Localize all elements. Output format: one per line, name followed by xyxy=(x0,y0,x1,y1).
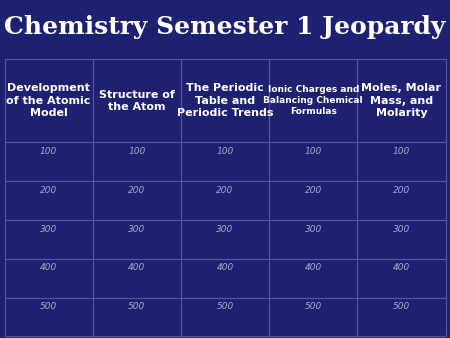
Bar xyxy=(269,297,357,336)
Text: Chemistry Semester 1 Jeopardy: Chemistry Semester 1 Jeopardy xyxy=(4,15,446,39)
Text: 400: 400 xyxy=(305,263,322,272)
Text: 100: 100 xyxy=(40,147,57,156)
Bar xyxy=(357,259,446,297)
Bar xyxy=(93,259,181,297)
Bar xyxy=(181,181,269,220)
Text: 200: 200 xyxy=(393,186,410,195)
Bar xyxy=(181,220,269,259)
Text: Development
of the Atomic
Model: Development of the Atomic Model xyxy=(6,83,91,118)
Text: The Periodic
Table and
Periodic Trends: The Periodic Table and Periodic Trends xyxy=(177,83,273,118)
Bar xyxy=(357,297,446,336)
Text: 300: 300 xyxy=(128,224,145,234)
Text: 500: 500 xyxy=(393,302,410,311)
Bar xyxy=(269,181,357,220)
Text: 200: 200 xyxy=(305,186,322,195)
Text: Ionic Charges and
Balancing Chemical
Formulas: Ionic Charges and Balancing Chemical For… xyxy=(263,85,363,116)
Text: 300: 300 xyxy=(305,224,322,234)
Bar xyxy=(4,142,93,181)
Text: 100: 100 xyxy=(128,147,145,156)
Text: Structure of
the Atom: Structure of the Atom xyxy=(99,90,175,112)
Bar xyxy=(357,142,446,181)
Bar xyxy=(93,59,181,142)
Text: 100: 100 xyxy=(305,147,322,156)
Bar xyxy=(269,259,357,297)
Bar xyxy=(357,181,446,220)
Bar xyxy=(4,181,93,220)
Text: 300: 300 xyxy=(40,224,57,234)
Bar xyxy=(181,142,269,181)
Bar xyxy=(181,59,269,142)
Bar xyxy=(181,297,269,336)
Bar xyxy=(93,142,181,181)
Text: 300: 300 xyxy=(216,224,234,234)
Bar xyxy=(4,297,93,336)
Text: 300: 300 xyxy=(393,224,410,234)
Text: Moles, Molar
Mass, and
Molarity: Moles, Molar Mass, and Molarity xyxy=(361,83,441,118)
Bar xyxy=(269,142,357,181)
Bar xyxy=(4,59,93,142)
Bar xyxy=(4,259,93,297)
Text: 400: 400 xyxy=(393,263,410,272)
Text: 400: 400 xyxy=(128,263,145,272)
Bar xyxy=(181,259,269,297)
Text: 400: 400 xyxy=(40,263,57,272)
Bar xyxy=(93,220,181,259)
Bar xyxy=(93,181,181,220)
Text: 100: 100 xyxy=(393,147,410,156)
Bar xyxy=(357,220,446,259)
Text: 500: 500 xyxy=(40,302,57,311)
Bar xyxy=(93,297,181,336)
Bar xyxy=(4,220,93,259)
Text: 400: 400 xyxy=(216,263,234,272)
Text: 500: 500 xyxy=(305,302,322,311)
Bar xyxy=(269,59,357,142)
Text: 100: 100 xyxy=(216,147,234,156)
Text: 200: 200 xyxy=(128,186,145,195)
Bar xyxy=(269,220,357,259)
Text: 200: 200 xyxy=(216,186,234,195)
Bar xyxy=(357,59,446,142)
Text: 200: 200 xyxy=(40,186,57,195)
Text: 500: 500 xyxy=(216,302,234,311)
Text: 500: 500 xyxy=(128,302,145,311)
